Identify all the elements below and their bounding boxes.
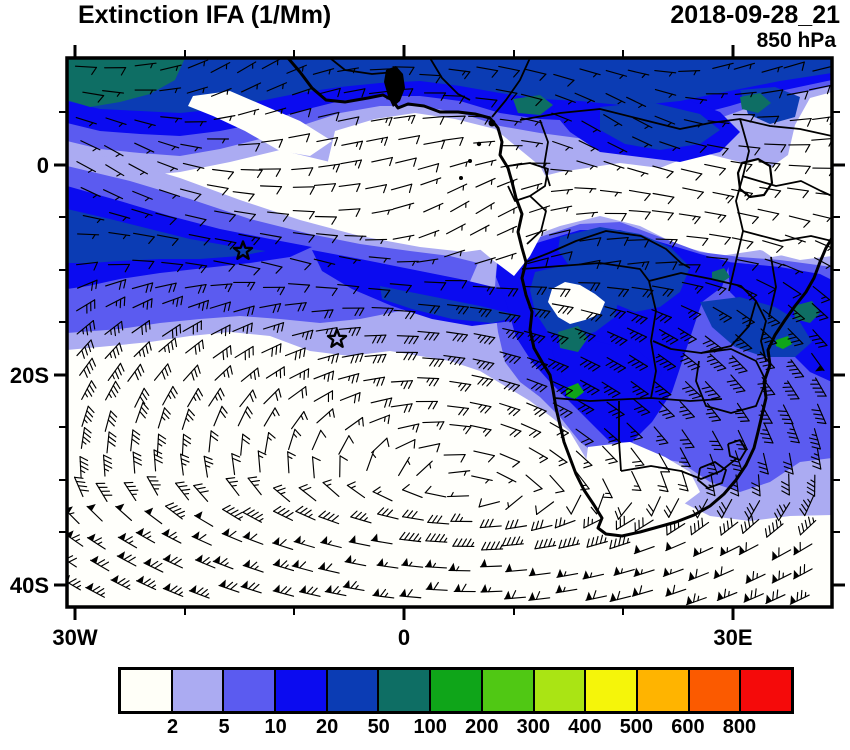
colorbar-boundary-label: 100 [413, 716, 447, 738]
shade-region [792, 96, 832, 171]
colorbar-boundary-label: 600 [671, 716, 705, 738]
country-border [695, 348, 767, 414]
map-inner [67, 58, 832, 607]
colorbar-cell [482, 670, 533, 711]
shade-region [67, 186, 312, 289]
colorbar-boundary-label: 500 [619, 716, 654, 738]
shade-region [188, 91, 332, 156]
x-tick-label: 30W [52, 625, 97, 650]
colorbar-boundary-label: 2 [166, 716, 179, 738]
map-frame [65, 56, 834, 609]
country-border [525, 230, 691, 269]
country-border [521, 262, 650, 282]
coastline [286, 58, 832, 538]
colorbar-cell [172, 670, 223, 711]
y-tick-label: 0 [37, 153, 49, 178]
shade-region [380, 286, 522, 323]
colorbar-cell [534, 670, 585, 711]
colorbar-cell [276, 670, 326, 711]
star-marker [232, 240, 254, 260]
shade-region [600, 102, 720, 150]
x-tick-label: 30E [713, 625, 752, 650]
x-tick-label: 0 [398, 625, 410, 650]
country-border [519, 108, 832, 137]
shade-region [67, 58, 832, 113]
star-marker [326, 328, 348, 348]
y-tick-label: 20S [10, 363, 49, 388]
shade-region [558, 227, 690, 312]
island-dot [459, 176, 463, 180]
colorbar-boundary-label: 400 [568, 716, 602, 738]
shade-region [712, 268, 730, 283]
colorbar-cell [224, 670, 275, 711]
colorbar-boundary-label: 50 [367, 716, 390, 738]
shade-region [67, 209, 266, 263]
shade-region [548, 282, 605, 324]
axes-layer: 30W 0 30E 0 20S 40S [10, 45, 845, 650]
country-border [728, 118, 750, 292]
colorbar-cell [637, 670, 688, 711]
figure-title: Extinction IFA (1/Mm) [78, 1, 332, 29]
colorbar-boundary-label: 200 [465, 716, 499, 738]
niger-delta [384, 66, 405, 107]
island-dot [488, 119, 496, 127]
shade-region [740, 93, 771, 113]
country-border [648, 272, 757, 354]
colorbar-cell [689, 670, 740, 711]
pressure-level-label: 850 hPa [756, 29, 836, 52]
shade-region [513, 95, 553, 115]
shade-region [793, 301, 820, 323]
wind-barbs-layer [67, 58, 832, 606]
figure-datetime: 2018-09-28_21 [670, 1, 840, 29]
colorbar-cell [586, 670, 636, 711]
colorbar-boundary-label: 300 [516, 716, 550, 738]
colorbar-cell [431, 670, 481, 711]
country-border [553, 397, 723, 402]
map-plot: 30W 0 30E 0 20S 40S [10, 45, 845, 650]
country-border [526, 195, 547, 245]
colorbar-cell [327, 670, 378, 711]
extinction-shading-layer [67, 58, 832, 521]
colorbar-cell [379, 670, 430, 711]
country-border [648, 280, 657, 399]
country-border [329, 58, 396, 75]
colorbar [118, 667, 794, 714]
country-border [768, 256, 777, 318]
colorbar-boundary-label: 20 [316, 716, 339, 738]
country-border [697, 461, 727, 489]
colorbar-boundary-label: 800 [722, 716, 757, 738]
colorbar-cell [741, 670, 791, 711]
shade-region [566, 383, 584, 399]
y-tick-label: 40S [10, 573, 49, 598]
colorbar-boundary-label: 5 [218, 716, 230, 738]
colorbar-cell [121, 670, 171, 711]
colorbar-boundary-label: 10 [264, 716, 287, 738]
country-border [741, 175, 832, 197]
